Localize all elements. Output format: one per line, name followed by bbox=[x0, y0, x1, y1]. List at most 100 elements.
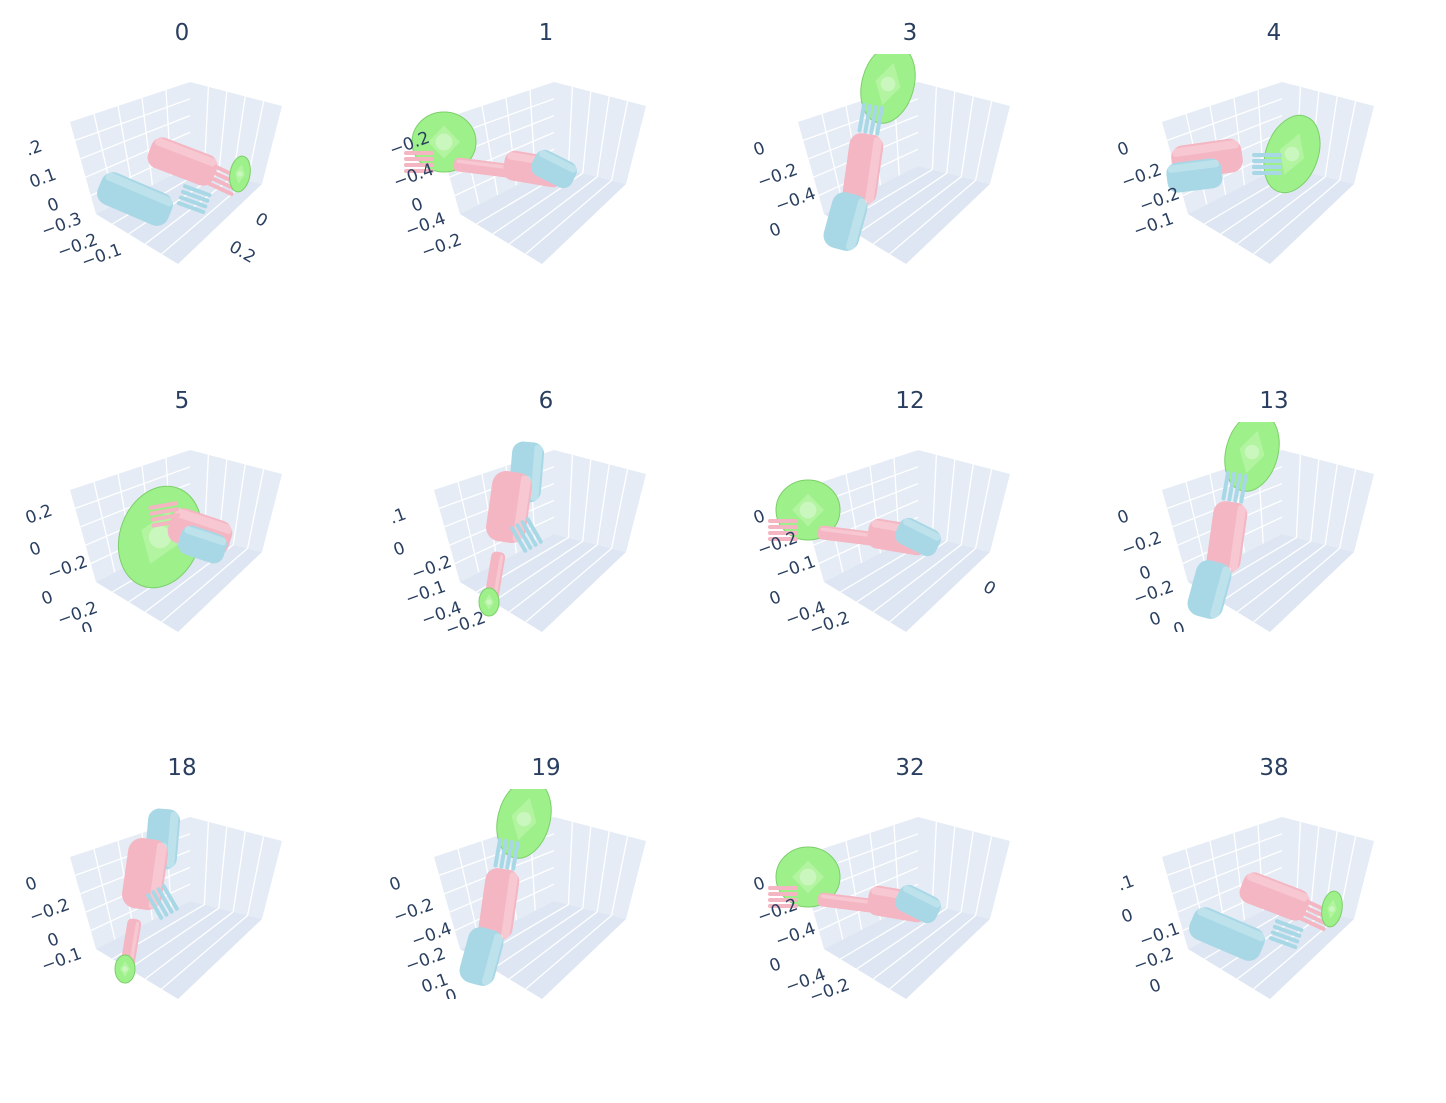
subplot-title: 32 bbox=[895, 755, 925, 781]
scene-svg: 0−0.2−0.40 bbox=[751, 54, 1010, 264]
axis-tick-label: 0 bbox=[1119, 905, 1136, 927]
subplot-panel: 18 0 −0.2 0 −0.1 bbox=[0, 735, 364, 1103]
subplot-title: 3 bbox=[902, 20, 918, 46]
axis-tick-label: 0 bbox=[1137, 562, 1154, 584]
hand-mesh bbox=[768, 519, 798, 541]
scene-svg: 0−0.2−0.40−0.4−0.2 bbox=[751, 817, 1010, 999]
arm-mesh bbox=[478, 868, 520, 940]
subplot-title: 6 bbox=[538, 388, 554, 414]
disc-mesh bbox=[478, 587, 500, 617]
hand-mesh bbox=[1221, 470, 1248, 504]
subplot-title: 1 bbox=[538, 20, 554, 46]
hand-mesh bbox=[510, 517, 543, 553]
subplot-title: 18 bbox=[167, 755, 197, 781]
axis-tick-label: 0 bbox=[1115, 138, 1132, 160]
hand-mesh bbox=[493, 837, 520, 871]
scene-3d[interactable]: 0 −0.2 −0.4 0 bbox=[728, 54, 1092, 264]
axis-tick-label: −0.1 bbox=[39, 944, 85, 977]
hand-mesh bbox=[1268, 919, 1304, 950]
object-mesh bbox=[823, 192, 868, 251]
object-mesh bbox=[895, 884, 941, 924]
axis-tick-label: 0 bbox=[23, 873, 40, 895]
axis-tick-label: 0.1 bbox=[27, 165, 59, 193]
subplot-title: 12 bbox=[895, 388, 925, 414]
disc-mesh bbox=[496, 789, 552, 859]
axis-tick-label: −0.2 bbox=[755, 895, 801, 928]
subplot-panel: 19 0 −0.2 −0.4 −0.2 0.1 0 bbox=[364, 735, 728, 1103]
axis-tick-label: 0 bbox=[45, 194, 62, 216]
subplot-title: 5 bbox=[174, 388, 190, 414]
axis-tick-label: −0.2 bbox=[755, 160, 801, 193]
scene-svg: −0.2−0.40−0.4−0.2 bbox=[387, 82, 646, 264]
subplot-panel: 5 0.2 0 −0.2 0 −0.2 0 bbox=[0, 368, 364, 736]
axis-tick-label: −0.1 bbox=[1131, 209, 1177, 242]
scene-3d[interactable]: .1 0 −0.2 −0.1 −0.4 −0.2 bbox=[364, 422, 728, 632]
axis-tick-label: −0.2 bbox=[1131, 944, 1177, 977]
subplot-panel: 32 0 −0.2 −0.4 0 −0.4 −0.2 bbox=[728, 735, 1092, 1103]
axis-tick-label: .1 bbox=[387, 504, 409, 528]
disc-mesh bbox=[229, 155, 251, 193]
axis-tick-label: −0.2 bbox=[755, 528, 801, 561]
object-mesh bbox=[97, 171, 174, 226]
disc-mesh bbox=[114, 954, 136, 984]
scene-svg: 0−0.2−0.2−0.1 bbox=[1115, 82, 1374, 264]
scene-3d[interactable]: 0.2 0 −0.2 0 −0.2 0 bbox=[0, 422, 364, 632]
hand-mesh bbox=[404, 151, 434, 173]
axis-tick-label: 0 bbox=[767, 219, 784, 241]
hand-mesh bbox=[146, 884, 179, 920]
scene-3d[interactable]: −0.2 −0.4 0 −0.4 −0.2 bbox=[364, 54, 728, 264]
axis-tick-label: −0.2 bbox=[391, 895, 437, 928]
axis-tick-label: 0 bbox=[751, 506, 768, 528]
arm-mesh bbox=[1239, 872, 1310, 921]
axis-tick-label: 0 bbox=[1147, 608, 1164, 630]
object-mesh bbox=[459, 927, 504, 986]
scene-3d[interactable]: .2 0.1 0 −0.3 −0.2 −0.1 0 0.2 bbox=[0, 54, 364, 264]
axis-tick-label: 0 bbox=[443, 985, 460, 999]
object-mesh bbox=[1189, 906, 1266, 961]
axis-tick-label: 0 bbox=[252, 209, 271, 232]
object-mesh bbox=[178, 525, 227, 564]
axis-tick-label: 0 bbox=[387, 873, 404, 895]
hand-mesh bbox=[857, 102, 884, 136]
arm-mesh bbox=[842, 133, 884, 205]
scene-svg: 0.20−0.20−0.20 bbox=[23, 450, 282, 632]
axis-tick-label: −0.2 bbox=[1119, 528, 1165, 561]
scene-3d[interactable]: 0 −0.2 −0.4 0 −0.4 −0.2 bbox=[728, 789, 1092, 999]
scene-svg: 0−0.20−0.20 0 bbox=[1115, 422, 1374, 632]
scene-3d[interactable]: 0 −0.2 −0.1 0 −0.4 −0.2 0 bbox=[728, 422, 1092, 632]
axis-tick-label: −0.2 bbox=[45, 552, 91, 585]
scene-3d[interactable]: .1 0 −0.1 −0.2 0 bbox=[1092, 789, 1446, 999]
scene-3d[interactable]: 0 −0.2 0 −0.2 0 0 bbox=[1092, 422, 1446, 632]
scene-3d[interactable]: 0 −0.2 −0.2 −0.1 bbox=[1092, 54, 1446, 264]
disc-mesh bbox=[1224, 422, 1280, 492]
axis-tick-label: 0 bbox=[767, 587, 784, 609]
hand-mesh bbox=[176, 184, 212, 215]
axis-tick-label: 0 bbox=[751, 873, 768, 895]
scene-3d[interactable]: 0 −0.2 −0.4 −0.2 0.1 0 bbox=[364, 789, 728, 999]
axis-tick-label: .2 bbox=[23, 136, 45, 160]
axis-tick-label: 0.2 bbox=[226, 237, 259, 264]
axis-tick-label: −0.4 bbox=[773, 919, 819, 952]
axis-tick-label: 0 bbox=[751, 138, 768, 160]
subplot-panel: 13 0 −0.2 0 −0.2 0 0 bbox=[1092, 368, 1446, 736]
disc-mesh bbox=[1321, 890, 1343, 928]
axis-tick-label: 0 bbox=[980, 577, 999, 600]
scene-svg: 0−0.2−0.10−0.4−0.20 bbox=[751, 450, 1010, 632]
axis-tick-label: −0.4 bbox=[773, 184, 819, 217]
subplot-title: 4 bbox=[1266, 20, 1282, 46]
scene-svg: .20.10−0.3−0.2−0.100.2 bbox=[23, 82, 282, 264]
axis-tick-label: 0 bbox=[45, 929, 62, 951]
subplot-panel: 1 −0.2 −0.4 0 −0.4 −0.2 bbox=[364, 0, 728, 368]
hand-mesh bbox=[148, 501, 182, 528]
axis-tick-label: −0.2 bbox=[1119, 160, 1165, 193]
subplot-panel: 12 0 −0.2 −0.1 0 −0.4 −0.2 0 bbox=[728, 368, 1092, 736]
scene-3d[interactable]: 0 −0.2 0 −0.1 bbox=[0, 789, 364, 999]
hand-mesh bbox=[768, 886, 798, 908]
axis-tick-label: −0.2 bbox=[55, 598, 101, 631]
axis-tick-label: 0 bbox=[1171, 618, 1188, 632]
subplot-title: 13 bbox=[1259, 388, 1289, 414]
object-mesh bbox=[1166, 158, 1223, 193]
hand-mesh bbox=[1252, 153, 1282, 175]
axis-tick-label: −0.2 bbox=[1131, 577, 1177, 610]
axis-tick-label: −0.1 bbox=[773, 552, 819, 585]
